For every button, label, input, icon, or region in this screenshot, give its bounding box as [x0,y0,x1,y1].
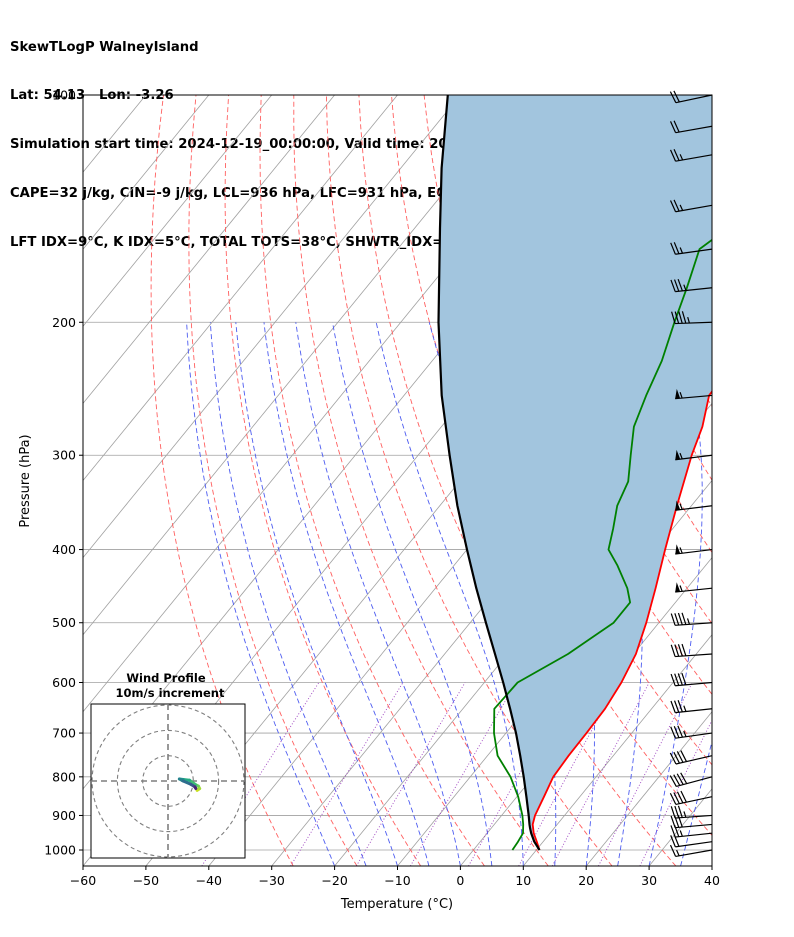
wind-barb [669,844,713,858]
moist-adiabat [332,322,493,866]
x-tick-label: −50 [133,873,159,888]
x-tick-label: 0 [456,873,464,888]
moist-adiabat [295,322,461,866]
wind-barb [670,672,713,687]
hodograph-title: Wind Profile [126,671,206,685]
temperature-line [531,390,712,851]
moist-adiabat [235,322,398,866]
isotherm-line [83,95,273,327]
isotherm-line [83,95,524,636]
y-tick-label: 800 [52,769,76,784]
moist-adiabat [209,322,367,866]
wind-barb [670,612,713,626]
dry-adiabat [783,95,794,866]
moist-adiabat [186,322,336,866]
dry-adiabat [224,95,422,866]
y-axis-label: Pressure (hPa) [18,434,33,527]
isotherm-line [83,95,210,250]
x-tick-label: −40 [196,873,222,888]
isotherm-line [522,634,712,866]
mixing-ratio-line [518,682,619,866]
dry-adiabat [325,95,613,866]
dry-adiabat [717,95,794,866]
isotherm-line [711,865,712,866]
x-tick-label: 40 [704,873,720,888]
parcel-profile-line [437,95,541,851]
x-tick-label: 30 [641,873,657,888]
moist-adiabat [263,322,430,866]
wind-barb [675,582,713,593]
location-line: Lat: 54.13 Lon: -3.26 [10,88,174,104]
positive-area [438,95,712,850]
wind-barb [669,199,713,213]
moist-adiabat [648,322,703,866]
isotherm-line [83,95,461,559]
wind-barb [675,544,713,555]
moist-adiabat [711,864,712,866]
x-tick-label: −10 [384,873,410,888]
mixing-ratio-line [355,682,466,866]
hodograph-trace [193,786,198,791]
wind-barb [669,790,713,805]
x-tick-label: 20 [578,873,594,888]
x-tick-label: 10 [515,873,531,888]
wind-barb [669,149,713,162]
mixing-ratio-line [201,682,320,866]
wind-barb [670,725,713,739]
dry-adiabat [259,95,485,866]
y-tick-label: 100 [52,88,76,103]
y-tick-label: 200 [52,315,76,330]
isotherm-line [397,479,712,866]
moist-adiabat [680,739,712,866]
mixing-ratio-line [598,682,693,866]
dry-adiabat [150,95,294,866]
wind-barb [675,500,713,511]
isotherm-line [83,95,335,405]
hodograph-plot [91,704,245,858]
wind-barb [675,449,713,461]
x-tick-label: −20 [321,873,347,888]
wind-barb [670,643,713,658]
y-tick-label: 400 [52,542,76,557]
dry-adiabat [750,95,794,866]
wind-barb [670,700,713,714]
mixing-ratio-line [639,719,712,866]
wind-barb [669,772,713,787]
dry-adiabat [293,95,549,866]
wind-barb [669,120,713,134]
y-tick-label: 300 [52,448,76,463]
x-axis-label: Temperature (°C) [340,897,453,912]
moist-adiabat [375,322,524,866]
y-tick-label: 500 [52,615,76,630]
mixing-ratio-line [551,682,650,866]
hodograph-subtitle: 10m/s increment [116,686,225,700]
dewpoint-line [493,238,712,851]
wind-barb [670,242,713,255]
mixing-ratio-line [410,682,517,866]
y-tick-label: 900 [52,808,76,823]
chart-title: SkewTLogP WalneyIsland [10,39,199,55]
wind-barb [675,388,713,400]
hodograph-ring [116,729,220,833]
x-tick-label: −60 [70,873,96,888]
wind-barb [670,824,713,838]
y-tick-label: 700 [52,726,76,741]
dry-adiabat [188,95,358,866]
wind-barb [669,90,713,104]
wind-barb [670,805,713,819]
isotherm-line [585,711,712,866]
y-tick-label: 1000 [44,843,76,858]
wind-barb [670,279,713,293]
x-tick-label: −30 [259,873,285,888]
y-tick-label: 600 [52,675,76,690]
wind-barb [671,311,713,325]
isotherm-line [83,95,398,482]
isotherm-line [775,95,794,866]
wind-barb [669,750,713,765]
